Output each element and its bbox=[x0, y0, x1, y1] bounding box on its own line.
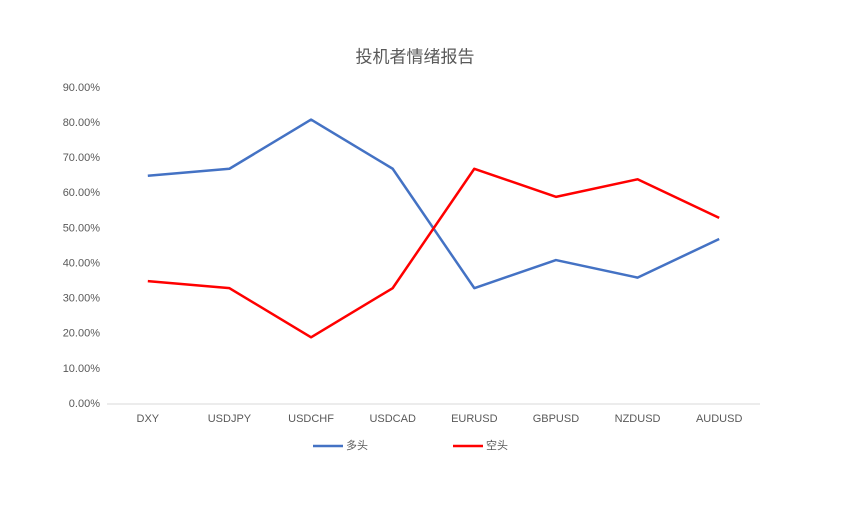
x-tick-label: DXY bbox=[137, 413, 160, 425]
x-tick-label: USDCHF bbox=[288, 413, 334, 425]
y-tick-label: 90.00% bbox=[63, 82, 101, 94]
legend-label: 多头 bbox=[346, 438, 368, 452]
y-tick-label: 40.00% bbox=[63, 257, 101, 269]
y-tick-label: 20.00% bbox=[63, 328, 101, 340]
x-tick-label: GBPUSD bbox=[533, 413, 580, 425]
series-line bbox=[147, 167, 720, 339]
y-tick-label: 70.00% bbox=[63, 152, 101, 164]
y-tick-label: 50.00% bbox=[63, 222, 101, 234]
x-tick-label: AUDUSD bbox=[696, 413, 743, 425]
y-tick-label: 80.00% bbox=[63, 117, 101, 129]
series-line bbox=[147, 118, 720, 290]
x-tick-label: NZDUSD bbox=[615, 413, 661, 425]
y-tick-label: 60.00% bbox=[63, 187, 101, 199]
x-tick-label: USDCAD bbox=[369, 413, 416, 425]
y-tick-label: 0.00% bbox=[69, 398, 100, 410]
x-tick-label: USDJPY bbox=[208, 413, 252, 425]
legend-label: 空头 bbox=[486, 438, 508, 452]
y-tick-label: 30.00% bbox=[63, 293, 101, 305]
chart-title: 投机者情绪报告 bbox=[356, 47, 475, 66]
y-tick-label: 10.00% bbox=[63, 363, 101, 375]
x-tick-label: EURUSD bbox=[451, 413, 498, 425]
